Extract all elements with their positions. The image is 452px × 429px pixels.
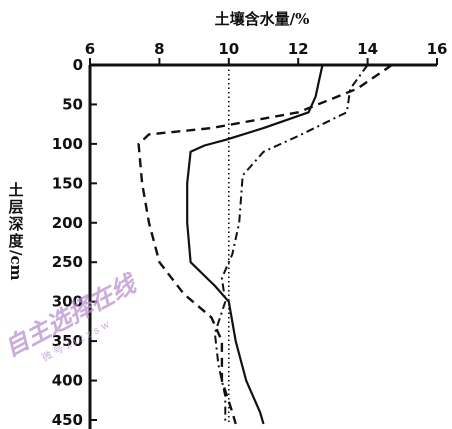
x-tick-label: 6	[85, 40, 95, 58]
y-axis-title-unit: /cm	[7, 250, 25, 281]
y-axis-title-char: 深	[8, 215, 23, 233]
y-tick-label: 450	[52, 411, 83, 429]
x-tick-label: 10	[218, 40, 239, 58]
x-tick-label: 8	[154, 40, 164, 58]
y-tick-label: 250	[52, 253, 83, 271]
series-line-dashed	[137, 64, 393, 425]
y-tick-label: 300	[52, 293, 83, 311]
y-ticks: 0 50 100 150 200 250 300 350 400 450	[52, 56, 97, 429]
y-axis-title-char: 土	[8, 181, 23, 199]
x-tick-label: 12	[288, 40, 309, 58]
series-group	[137, 64, 393, 425]
axes	[88, 63, 437, 429]
series-line-solid	[186, 64, 324, 425]
series-line-dashdot	[213, 64, 369, 424]
y-tick-label: 400	[52, 372, 83, 390]
y-tick-label: 100	[52, 135, 83, 153]
y-tick-label: 50	[62, 95, 83, 113]
x-tick-label: 14	[357, 40, 378, 58]
x-tick-label: 16	[427, 40, 448, 58]
x-axis-title: 土壤含水量/%	[215, 10, 310, 28]
watermark: 自主选择在线 微 号 z i z z s w	[0, 268, 143, 364]
y-axis-title-char: 度	[8, 232, 24, 250]
y-axis-title-char: 层	[8, 198, 23, 216]
y-tick-label: 0	[73, 56, 83, 74]
x-ticks: 6 8 10 12 14 16	[85, 40, 448, 65]
y-tick-label: 150	[52, 174, 83, 192]
y-tick-label: 200	[52, 214, 83, 232]
y-tick-label: 350	[52, 332, 83, 350]
